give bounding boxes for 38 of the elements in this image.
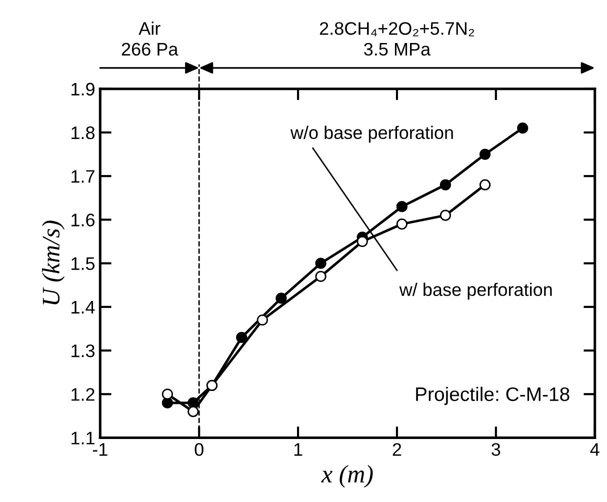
y-tick-label: 1.3 — [72, 344, 95, 358]
point — [396, 201, 408, 212]
point — [356, 236, 368, 248]
y-axis-title: U (km/s) — [42, 220, 65, 304]
annotation: w/ base perforation — [399, 282, 552, 300]
y-tick-label: 1.6 — [72, 214, 95, 226]
point — [479, 179, 491, 190]
point — [315, 270, 326, 282]
y-tick-label: 1.4 — [72, 301, 95, 314]
point — [162, 388, 173, 400]
point — [256, 314, 268, 326]
annotation: Projectile: C-M-18 — [416, 386, 570, 405]
point — [236, 332, 248, 343]
y-tick-label: 1.1 — [72, 432, 94, 444]
point — [396, 218, 408, 230]
x-axis-title: x (m) — [321, 464, 373, 488]
x-tick-label: 0 — [194, 443, 204, 456]
x-tick-label: 3 — [492, 443, 500, 456]
x-tick-label: 2 — [392, 443, 402, 456]
point — [276, 292, 287, 304]
x-tick-label: -1 — [92, 443, 108, 456]
point — [440, 210, 452, 221]
annotation: w/o base perforation — [290, 126, 453, 143]
point — [315, 258, 326, 269]
x-tick-label: 4 — [590, 443, 600, 456]
point — [440, 179, 452, 190]
text: 2.8CH₄+2O₂+5.7N₂ 3.5 MPa — [320, 22, 474, 56]
point — [517, 122, 528, 134]
point — [188, 406, 199, 418]
y-tick-label: 1.5 — [72, 257, 95, 270]
text: Air 266 Pa — [122, 22, 178, 56]
y-tick-label: 1.9 — [72, 82, 94, 96]
y-tick-label: 1.7 — [72, 170, 94, 183]
y-tick-label: 1.2 — [72, 388, 94, 401]
point — [162, 397, 173, 408]
point — [479, 148, 491, 160]
y-tick-label: 1.8 — [72, 126, 95, 140]
x-tick-label: 1 — [294, 443, 302, 456]
